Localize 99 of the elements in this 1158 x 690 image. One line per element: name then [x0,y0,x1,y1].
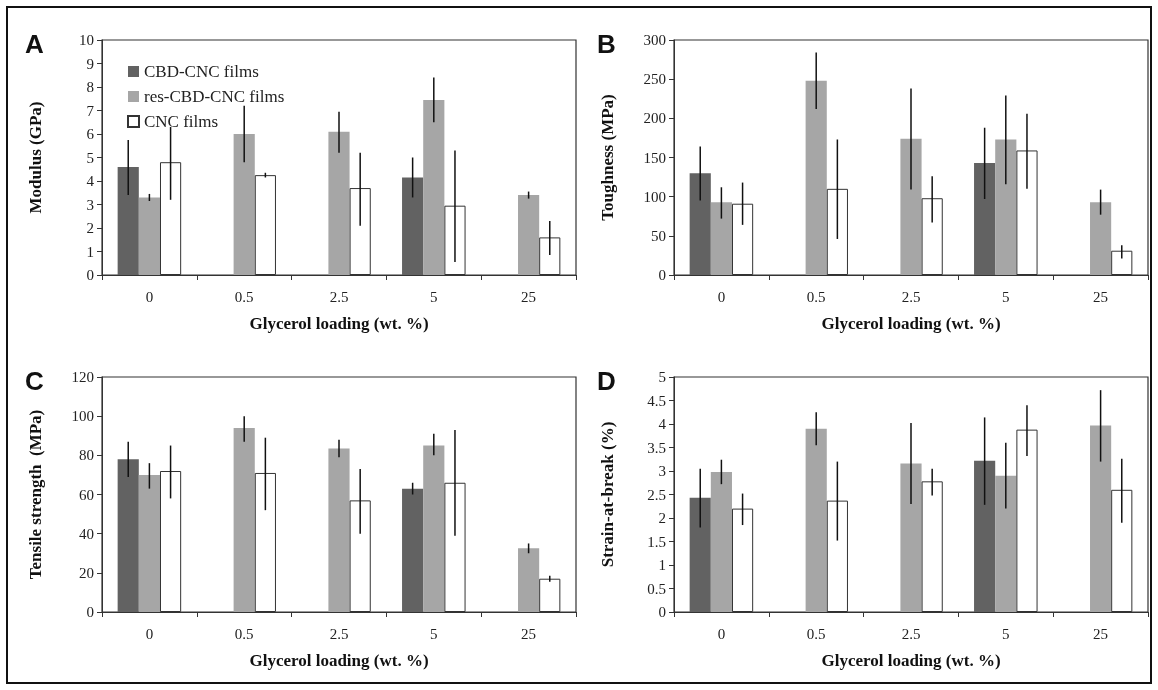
bar [710,202,732,275]
y-tick-label: 80 [79,447,94,464]
bar [138,197,160,275]
y-tick-label: 5 [86,149,94,166]
bar [423,99,445,275]
y-tick-label: 0.5 [647,580,666,597]
y-axis-title: Tensile strength (MPa) [26,409,45,580]
bar [518,548,540,612]
bar [402,177,424,275]
bar [117,459,139,612]
y-tick-label: 40 [79,525,94,542]
y-tick-label: 9 [86,55,94,72]
bar [423,445,445,612]
y-tick-label: 5 [658,369,666,385]
bar [518,195,540,275]
y-tick-label: 4 [658,416,667,432]
bar [710,471,732,612]
y-tick-label: 3 [658,463,666,479]
x-tick-label: 2.5 [901,288,921,305]
y-tick-label: 2.5 [647,486,666,503]
y-tick-label: 1 [658,557,666,573]
y-axis-title: Toughness (MPa) [598,94,617,221]
bar [805,80,827,275]
x-tick-label: 0.5 [806,625,826,642]
legend-label: CBD-CNC films [144,62,259,81]
y-tick-label: 4 [86,173,95,189]
bar [805,428,827,612]
y-tick-label: 6 [86,126,95,142]
bar [689,497,711,612]
x-tick-label: 25 [521,288,537,305]
y-tick-label: 7 [86,102,95,119]
y-axis-title: Strain-at-break (%) [598,421,617,568]
bar [328,131,350,275]
bar [328,448,350,612]
x-tick-label: 2.5 [329,288,349,305]
y-tick-label: 120 [71,369,94,385]
x-tick-label: 0 [717,288,726,305]
x-axis-title: Glycerol loading (wt. %) [249,314,429,333]
chart-title: A [25,29,44,59]
chart-title: D [597,366,616,396]
x-tick-label: 0.5 [234,625,254,642]
x-tick-label: 5 [1002,288,1010,305]
y-tick-label: 8 [86,79,94,95]
bar [689,173,711,275]
bar [900,138,922,275]
bar [1090,425,1112,612]
y-tick-label: 1 [86,243,94,260]
x-tick-label: 2.5 [901,625,921,642]
bar [402,488,424,612]
x-tick-label: 25 [521,625,537,642]
x-tick-label: 5 [430,625,438,642]
legend-label: CNC films [144,112,219,131]
y-tick-label: 60 [79,486,94,503]
y-tick-label: 50 [651,227,666,244]
chart-title: B [597,29,616,59]
y-tick-label: 4.5 [647,392,666,409]
x-tick-label: 0.5 [234,288,254,305]
y-axis-title: Modulus (GPa) [26,101,45,214]
y-tick-label: 2 [86,220,94,236]
y-tick-label: 150 [643,149,666,166]
x-tick-label: 2.5 [329,625,349,642]
bar [233,427,255,612]
y-tick-label: 0 [86,604,94,620]
y-tick-label: 100 [71,408,94,425]
chart-title: C [25,366,44,396]
x-tick-label: 0 [145,288,154,305]
y-tick-label: 200 [643,110,666,127]
x-tick-label: 25 [1093,625,1109,642]
y-tick-label: 20 [79,564,94,581]
bar [138,474,160,612]
x-axis-title: Glycerol loading (wt. %) [821,314,1001,333]
x-axis-title: Glycerol loading (wt. %) [249,651,429,670]
legend-label: res-CBD-CNC films [144,87,285,106]
bar [995,139,1017,275]
bar [1090,202,1112,275]
y-tick-label: 0 [86,267,94,283]
x-tick-label: 0 [145,625,154,642]
x-tick-label: 0 [717,625,726,642]
x-axis-title: Glycerol loading (wt. %) [821,651,1001,670]
bar [974,162,996,275]
bar [900,463,922,612]
bar [974,460,996,612]
y-tick-label: 2 [658,510,666,526]
y-tick-label: 0 [658,604,666,620]
y-tick-label: 10 [79,32,94,48]
x-tick-label: 0.5 [806,288,826,305]
x-tick-label: 25 [1093,288,1109,305]
bar [995,475,1017,612]
y-tick-label: 300 [643,32,666,48]
bar [117,166,139,275]
bar [233,134,255,275]
y-tick-label: 3.5 [647,439,666,456]
x-tick-label: 5 [430,288,438,305]
y-tick-label: 3 [86,196,94,213]
y-tick-label: 100 [643,188,666,205]
y-tick-label: 0 [658,267,666,283]
y-tick-label: 250 [643,71,666,88]
x-tick-label: 5 [1002,625,1010,642]
y-tick-label: 1.5 [647,533,666,550]
